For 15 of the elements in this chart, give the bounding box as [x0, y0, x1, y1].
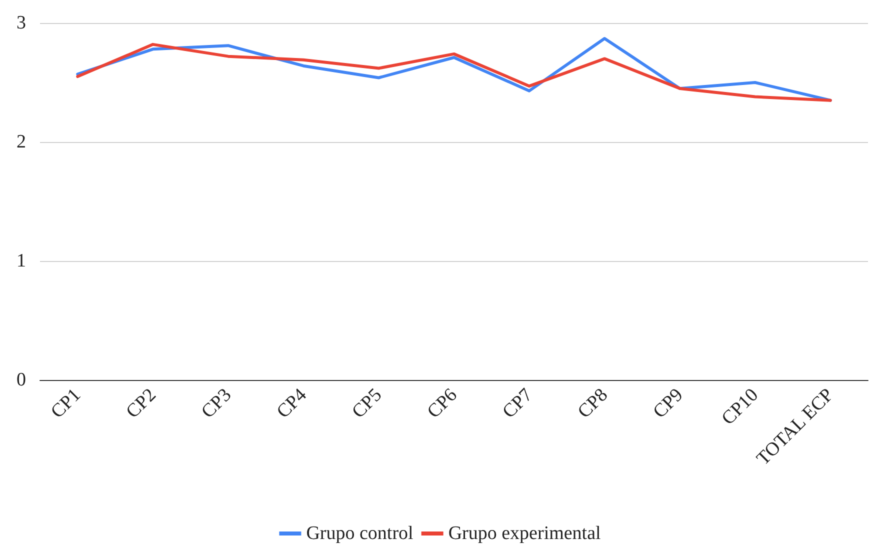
y-tick-label: 0 [16, 370, 26, 390]
x-tick-label: CP9 [649, 384, 688, 423]
x-tick-label: CP2 [122, 384, 160, 423]
y-tick-label: 2 [16, 132, 26, 152]
y-tick-label: 3 [16, 12, 26, 34]
legend-label: Grupo experimental [448, 523, 601, 544]
x-tick-label: CP5 [348, 384, 386, 423]
x-tick-label: CP6 [423, 384, 462, 423]
y-tick-label: 1 [16, 250, 26, 272]
x-tick-label: CP3 [198, 384, 236, 423]
legend-label: Grupo control [306, 523, 414, 544]
x-tick-label: CP8 [574, 384, 612, 423]
x-tick-label: CP1 [47, 384, 86, 423]
x-tick-label: CP7 [498, 384, 537, 423]
x-tick-label: CP4 [272, 384, 312, 423]
